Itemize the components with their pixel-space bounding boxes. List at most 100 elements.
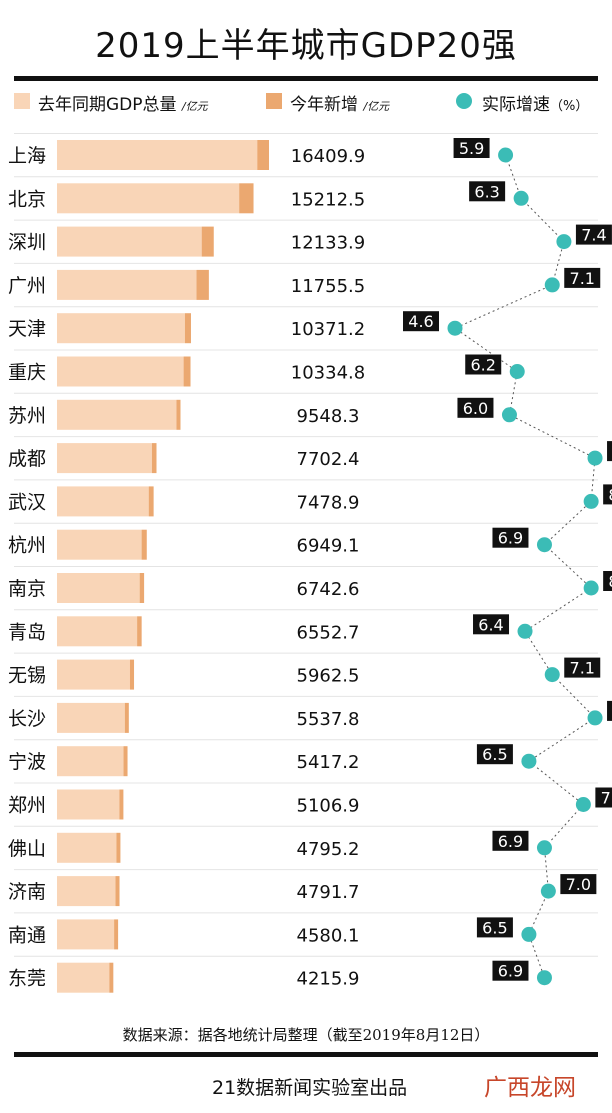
growth-label: 8.1 — [608, 485, 612, 504]
bar-new — [151, 443, 157, 474]
growth-point — [583, 580, 599, 596]
bar-prev — [57, 789, 120, 820]
total-value: 7702.4 — [297, 449, 360, 470]
growth-label: 7.9 — [601, 789, 612, 808]
legend-growth-label: 实际增速（%） — [482, 95, 589, 115]
growth-label: 6.5 — [482, 918, 507, 937]
city-label: 无锡 — [8, 665, 46, 687]
bar-prev — [57, 183, 240, 214]
legend-swatch-new — [266, 93, 282, 109]
growth-label: 6.4 — [478, 615, 503, 634]
brand-logo-text: 广西龙网 — [484, 1075, 576, 1101]
bar-prev — [57, 140, 258, 170]
growth-label: 8.1 — [608, 572, 612, 591]
bar-new — [196, 269, 209, 300]
bar-prev — [57, 226, 202, 257]
total-value: 6552.7 — [297, 622, 360, 643]
growth-point — [556, 234, 572, 250]
bar-prev — [57, 962, 110, 993]
total-value: 4215.9 — [297, 969, 360, 990]
city-label: 苏州 — [8, 405, 46, 427]
growth-point — [498, 147, 514, 163]
growth-label: 6.2 — [471, 356, 496, 375]
bar-prev — [57, 313, 185, 344]
growth-point — [521, 753, 537, 769]
city-label: 郑州 — [8, 795, 46, 817]
bar-new — [183, 356, 191, 387]
chart-title: 2019上半年城市GDP20强 — [95, 26, 517, 66]
city-label: 杭州 — [8, 535, 46, 557]
bar-prev — [57, 702, 125, 733]
legend: 去年同期GDP总量 /亿元 今年新增 /亿元 实际增速（%） — [14, 90, 604, 115]
growth-label-box — [453, 138, 490, 158]
growth-point — [587, 710, 603, 726]
total-value: 10334.8 — [291, 363, 365, 384]
legend-growth-dot — [456, 93, 472, 109]
growth-label-box — [403, 311, 439, 332]
city-label: 武汉 — [8, 491, 46, 513]
growth-label-box — [560, 874, 597, 895]
bar-new — [129, 659, 135, 690]
legend-swatch-prev — [14, 93, 30, 109]
bar-new — [137, 616, 142, 647]
city-label: 南通 — [8, 924, 46, 946]
growth-label: 6.9 — [498, 832, 523, 851]
bar-new — [176, 399, 181, 430]
city-label: 东莞 — [8, 968, 46, 990]
legend-new-label: 今年新增 /亿元 — [290, 95, 390, 115]
bar-prev — [57, 356, 184, 387]
growth-label: 6.9 — [498, 962, 523, 981]
growth-point — [447, 320, 463, 336]
bar-new — [141, 529, 147, 560]
data-source: 数据来源：据各地统计局整理（截至2019年8月12日） — [122, 1026, 490, 1044]
total-value: 16409.9 — [291, 146, 365, 167]
bar-new — [257, 140, 269, 170]
city-label: 济南 — [8, 881, 46, 903]
growth-point — [544, 667, 560, 683]
growth-point — [509, 364, 525, 379]
total-value: 15212.5 — [291, 189, 365, 210]
bar-new — [109, 962, 114, 993]
city-label: 青岛 — [8, 621, 46, 643]
growth-label-box — [564, 657, 601, 678]
bar-prev — [57, 443, 152, 474]
growth-label-box — [564, 267, 601, 288]
growth-label-box — [603, 571, 612, 591]
total-value: 10371.2 — [291, 319, 365, 340]
growth-point — [544, 277, 560, 293]
bar-new — [116, 832, 121, 863]
total-value: 5106.9 — [297, 796, 360, 817]
growth-point — [587, 450, 603, 466]
growth-label-box — [492, 960, 529, 981]
growth-label-box — [476, 744, 513, 765]
bar-prev — [57, 919, 115, 950]
growth-point — [501, 407, 517, 423]
bar-prev — [57, 659, 130, 690]
total-value: 5537.8 — [297, 709, 360, 730]
growth-label: 7.4 — [581, 226, 606, 245]
bar-new — [139, 573, 145, 603]
total-value: 5417.2 — [297, 752, 360, 773]
footer-credit: 21数据新闻实验室出品 — [212, 1077, 408, 1099]
growth-point — [513, 190, 529, 206]
bar-new — [123, 746, 128, 777]
city-label: 佛山 — [8, 838, 46, 860]
growth-point — [521, 926, 537, 942]
growth-label: 6.3 — [474, 182, 499, 201]
growth-label: 6.0 — [463, 399, 488, 418]
growth-label-box — [595, 787, 612, 808]
bar-prev — [57, 573, 140, 603]
growth-label: 5.9 — [459, 139, 484, 158]
legend-prev-label: 去年同期GDP总量 /亿元 — [38, 95, 208, 115]
city-label: 宁波 — [8, 751, 46, 773]
city-label: 南京 — [8, 578, 46, 600]
growth-label: 6.9 — [498, 529, 523, 548]
growth-point — [583, 493, 599, 509]
growth-label-box — [473, 614, 510, 635]
total-value: 4580.1 — [297, 925, 360, 946]
total-value: 12133.9 — [291, 233, 365, 254]
bar-new — [201, 226, 214, 257]
city-label: 长沙 — [8, 708, 46, 730]
growth-label-box — [476, 917, 513, 938]
growth-label-box — [465, 354, 502, 375]
